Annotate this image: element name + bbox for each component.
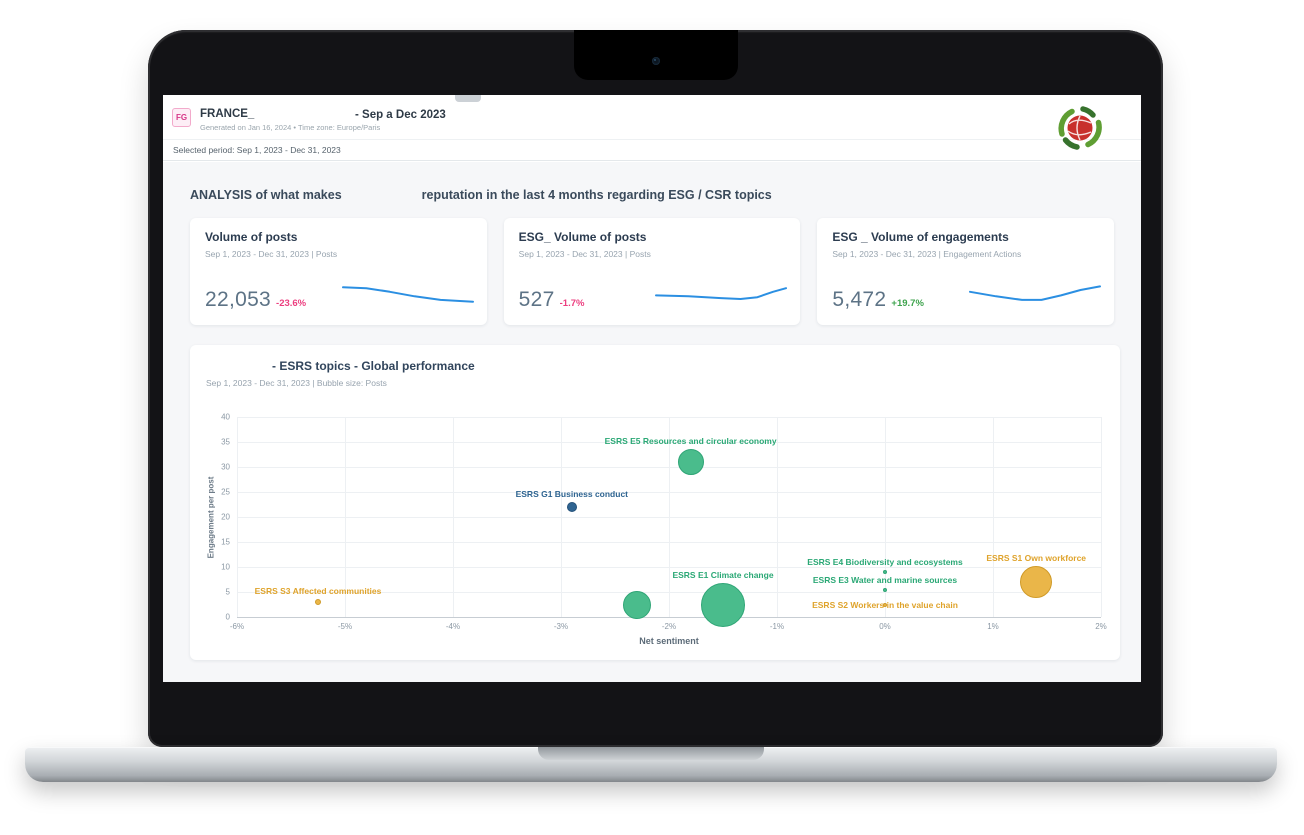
kpi-value: 5,472 xyxy=(832,288,887,311)
gridline xyxy=(1101,417,1102,617)
kpi-value: 22,053 xyxy=(205,288,272,311)
kpi-title: ESG_ Volume of posts xyxy=(518,230,647,244)
sparkline-chart xyxy=(656,281,786,308)
gridline xyxy=(561,417,562,617)
selected-period-bar: Selected period: Sep 1, 2023 - Dec 31, 2… xyxy=(163,140,1141,161)
chart-title: - ESRS topics - Global performance xyxy=(272,359,475,373)
kpi-value: 527 xyxy=(518,288,555,311)
chart-bubble[interactable] xyxy=(1020,566,1053,598)
gridline xyxy=(993,417,994,617)
chart-bubble-label: ESRS E1 Climate change xyxy=(672,569,774,580)
kpi-cards-row: Volume of posts Sep 1, 2023 - Dec 31, 20… xyxy=(190,218,1115,325)
chart-bubble-label: ESRS S3 Affected communities xyxy=(254,586,382,596)
chart-bubble[interactable] xyxy=(622,590,651,619)
x-axis-tick-label: -2% xyxy=(661,622,677,631)
sparkline-chart xyxy=(343,281,473,308)
gridline xyxy=(885,417,886,617)
gridline xyxy=(453,417,454,617)
chart-bubble[interactable] xyxy=(883,602,887,607)
y-axis-tick-label: 30 xyxy=(221,462,230,472)
kpi-subtitle: Sep 1, 2023 - Dec 31, 2023 | Posts xyxy=(205,249,338,259)
laptop-notch xyxy=(573,30,738,80)
dashboard-period-title: - Sep a Dec 2023 xyxy=(355,109,446,121)
chart-bubble-label: ESRS G1 Business conduct xyxy=(515,489,629,499)
kpi-title: ESG _ Volume of engagements xyxy=(832,230,1009,244)
kpi-delta-badge: -23.6% xyxy=(276,298,307,309)
chart-bubble-label: ESRS S1 Own workforce xyxy=(986,553,1087,563)
y-axis-tick-label: 20 xyxy=(221,512,230,522)
y-axis-tick-label: 5 xyxy=(225,587,230,597)
chart-bubble-label: ESRS S2 Workers in the value chain xyxy=(812,599,958,610)
workspace-badge[interactable]: FG xyxy=(172,108,191,127)
kpi-card-esg-volume-of-engagements: ESG _ Volume of engagements Sep 1, 2023 … xyxy=(817,218,1115,325)
kpi-subtitle: Sep 1, 2023 - Dec 31, 2023 | Posts xyxy=(518,249,651,259)
chart-bubble[interactable] xyxy=(677,449,704,475)
chart-bubble[interactable] xyxy=(315,599,321,605)
x-axis-tick-label: -3% xyxy=(553,622,569,631)
gridline xyxy=(669,417,670,617)
chart-bubble-label: ESRS E4 Biodiversity and ecosystems xyxy=(807,557,963,567)
x-axis-tick-label: 0% xyxy=(879,622,891,631)
chart-bubble-label: ESRS E3 Water and marine sources xyxy=(812,574,958,585)
gridline xyxy=(237,617,1101,618)
kpi-delta-badge: +19.7% xyxy=(891,298,924,309)
title-block: FRANCE_ Generated on Jan 16, 2024 • Time… xyxy=(200,108,380,132)
y-axis-tick-label: 25 xyxy=(221,487,230,497)
kpi-value-row: 527 -1.7% xyxy=(519,288,585,312)
sparkline-chart xyxy=(970,281,1100,308)
dashboard-title: FRANCE_ xyxy=(200,108,255,120)
kpi-card-volume-of-posts: Volume of posts Sep 1, 2023 - Dec 31, 20… xyxy=(190,218,487,325)
laptop-base xyxy=(25,747,1277,782)
x-axis-tick-label: 1% xyxy=(987,622,999,631)
dashboard-screen: FG FRANCE_ Generated on Jan 16, 2024 • T… xyxy=(163,95,1141,682)
y-axis-title: Engagement per post xyxy=(205,417,217,617)
x-axis-title: Net sentiment xyxy=(639,636,699,646)
dashboard-body: ANALYSIS of what makes reputation in the… xyxy=(163,162,1141,682)
y-axis-tick-label: 40 xyxy=(221,412,230,422)
kpi-delta-badge: -1.7% xyxy=(559,298,585,309)
kpi-card-esg-volume-of-posts: ESG_ Volume of posts Sep 1, 2023 - Dec 3… xyxy=(503,218,801,325)
dashboard-header: FG FRANCE_ Generated on Jan 16, 2024 • T… xyxy=(163,95,1141,150)
analysis-heading-part1: ANALYSIS of what makes xyxy=(190,188,342,202)
laptop-lid-groove xyxy=(538,747,764,760)
chart-bubble[interactable] xyxy=(883,587,887,592)
dashboard-meta: Generated on Jan 16, 2024 • Time zone: E… xyxy=(200,123,381,132)
analysis-heading: ANALYSIS of what makes reputation in the… xyxy=(190,188,772,202)
esrs-topics-chart-card: - ESRS topics - Global performance Sep 1… xyxy=(190,345,1120,660)
analysis-heading-part2: reputation in the last 4 months regardin… xyxy=(421,188,772,202)
brand-logo-icon xyxy=(1058,106,1102,150)
x-axis-tick-label: -5% xyxy=(337,622,353,631)
bubble-plot: Engagement per post Net sentiment 0 5 10 15… xyxy=(207,413,1107,647)
x-axis-tick-label: -6% xyxy=(229,622,245,631)
chart-bubble[interactable] xyxy=(701,582,745,627)
kpi-title: Volume of posts xyxy=(205,230,298,244)
webcam-icon xyxy=(651,57,660,65)
chart-subtitle: Sep 1, 2023 - Dec 31, 2023 | Bubble size… xyxy=(206,378,387,388)
chart-bubble[interactable] xyxy=(883,570,887,574)
kpi-value-row: 22,053 -23.6% xyxy=(205,288,306,312)
x-axis-tick-label: 2% xyxy=(1095,622,1107,631)
gridline xyxy=(237,417,238,617)
top-pill xyxy=(455,95,481,102)
y-axis-tick-label: 15 xyxy=(221,537,230,547)
laptop-lid: FG FRANCE_ Generated on Jan 16, 2024 • T… xyxy=(148,30,1163,747)
chart-bubble[interactable] xyxy=(566,502,577,512)
chart-bubble-label: ESRS E5 Resources and circular economy xyxy=(604,436,777,446)
kpi-subtitle: Sep 1, 2023 - Dec 31, 2023 | Engagement … xyxy=(832,249,1022,259)
x-axis-tick-label: -4% xyxy=(445,622,461,631)
y-axis-tick-label: 35 xyxy=(221,437,230,447)
gridline xyxy=(777,417,778,617)
x-axis-tick-label: -1% xyxy=(769,622,785,631)
kpi-value-row: 5,472 +19.7% xyxy=(832,288,924,312)
gridline xyxy=(345,417,346,617)
y-axis-tick-label: 0 xyxy=(225,612,230,622)
y-axis-title-text: Engagement per post xyxy=(206,476,216,558)
y-axis-tick-label: 10 xyxy=(221,562,230,572)
